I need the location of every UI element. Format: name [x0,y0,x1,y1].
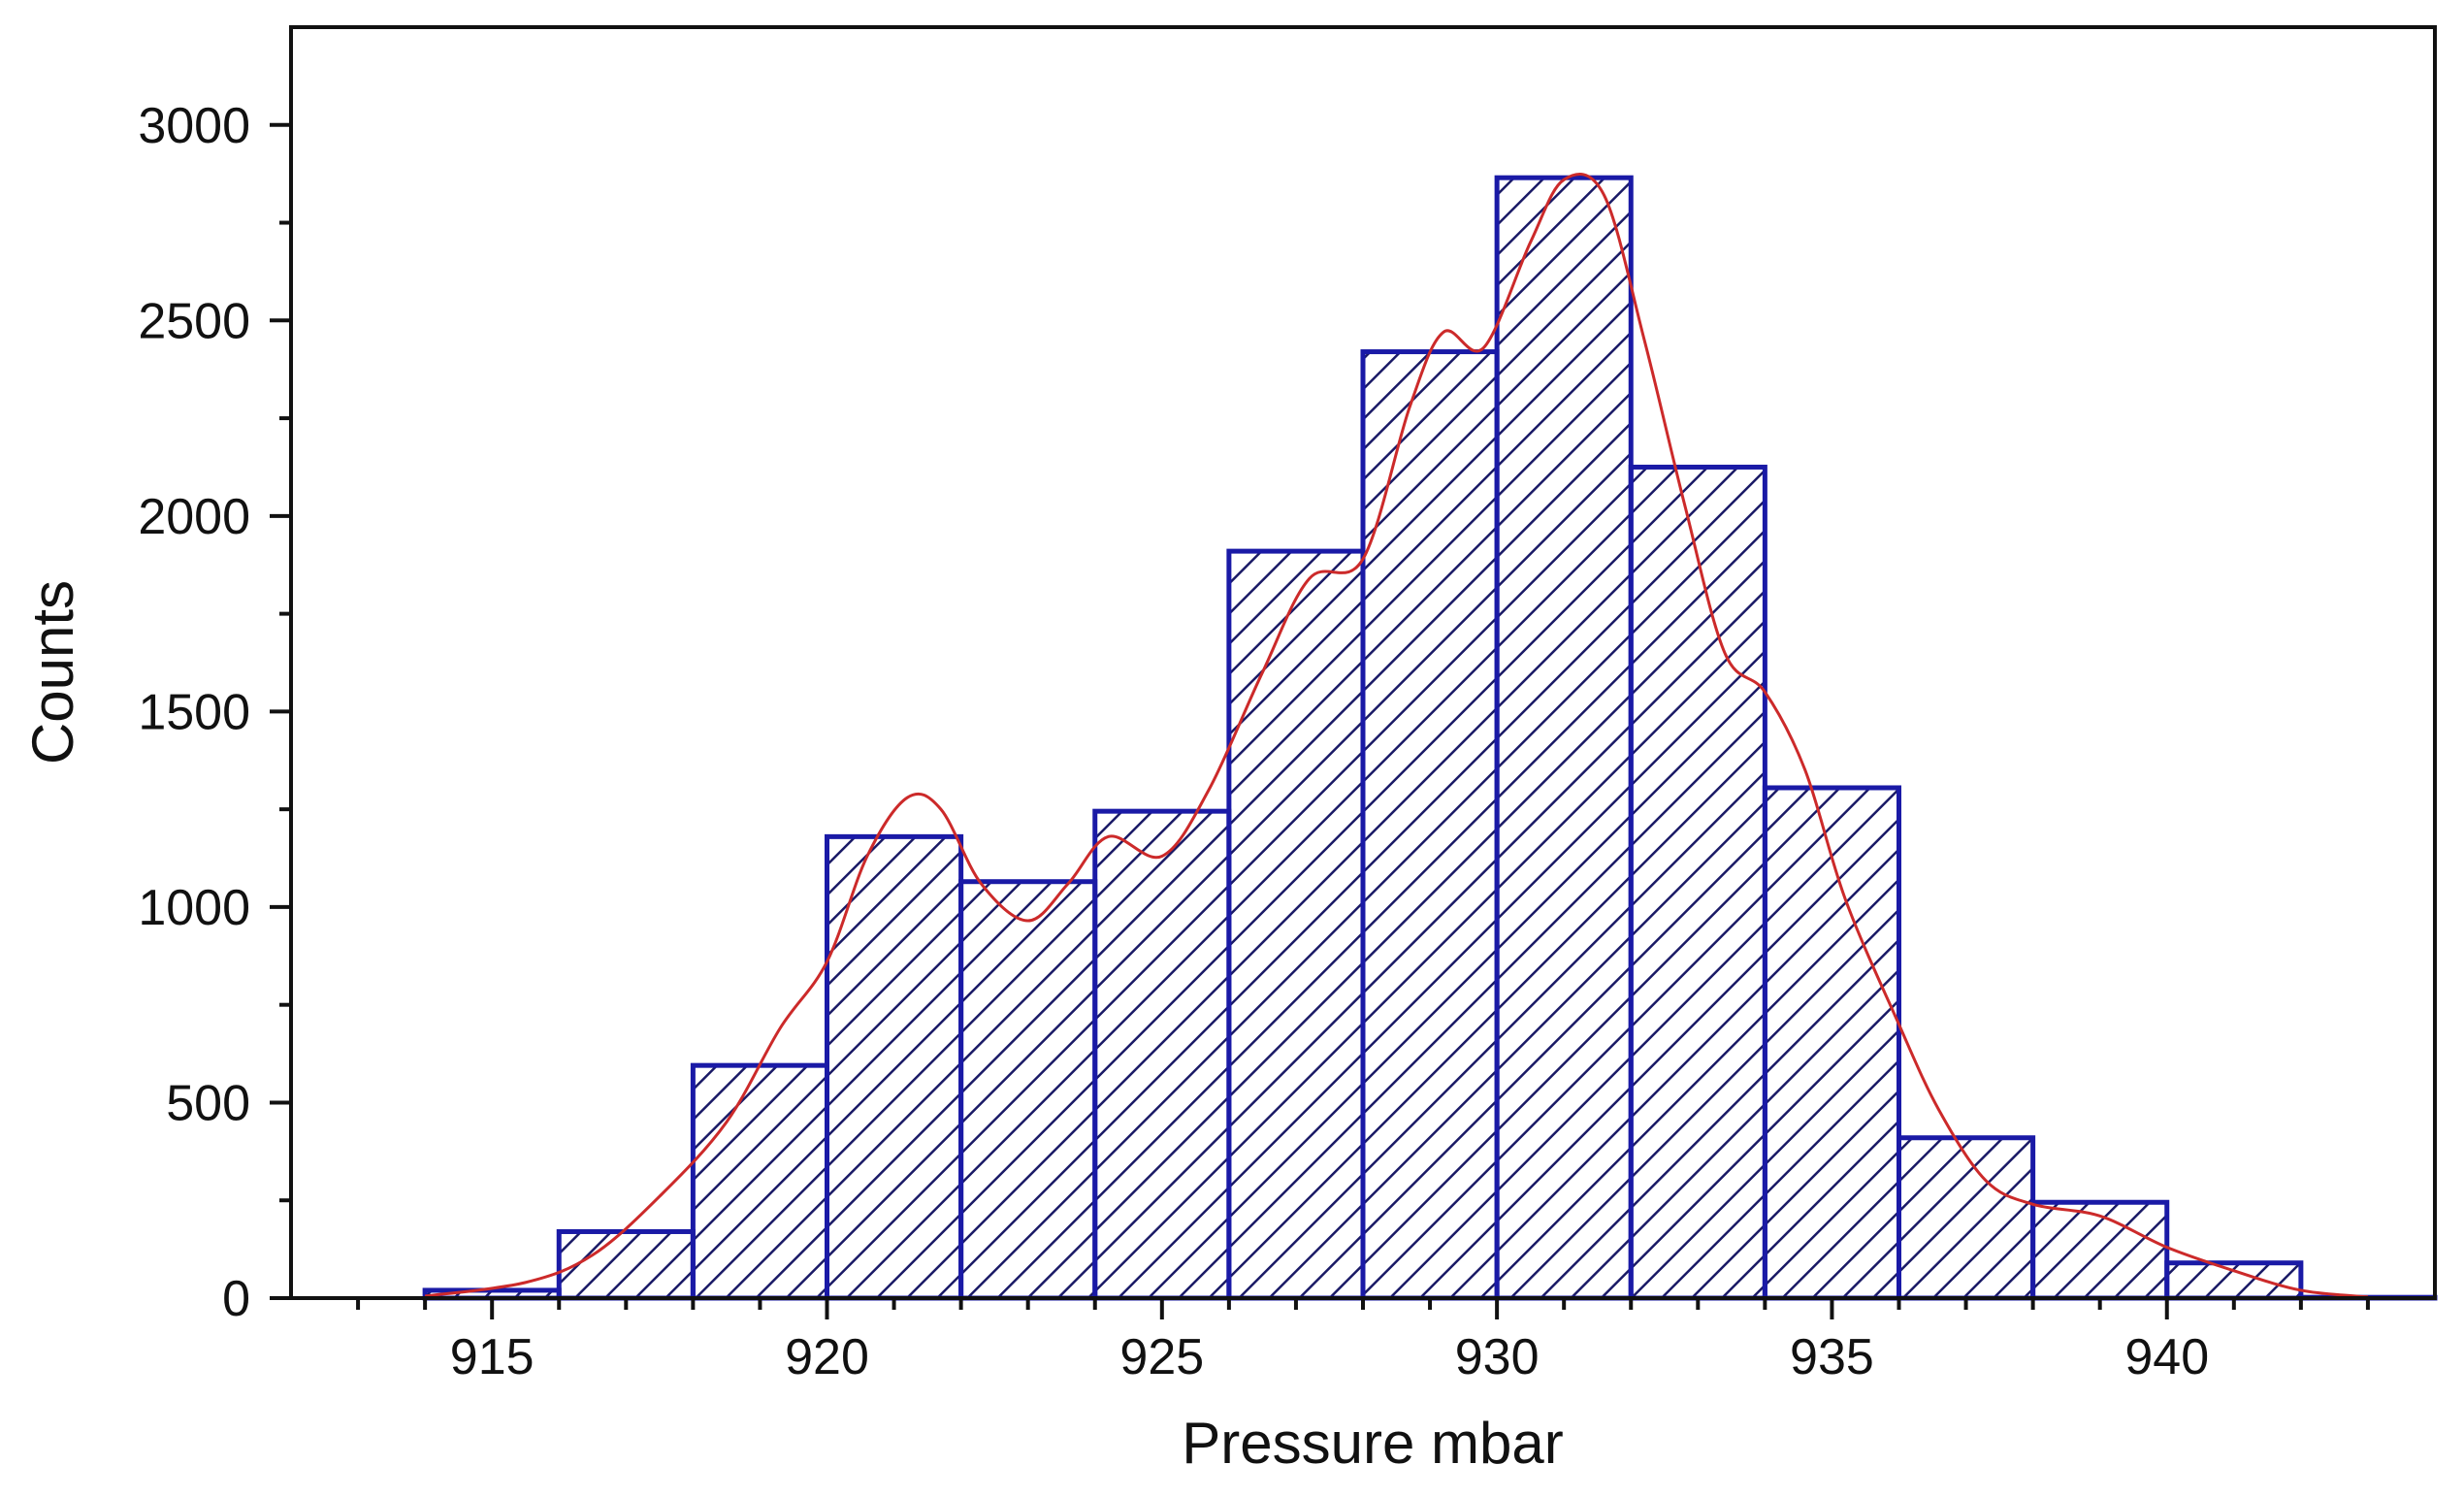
histogram-bar [1897,1135,2036,1301]
y-axis-title: Counts [20,580,85,765]
histogram-bar [1092,808,1232,1301]
histogram-bar [1226,548,1366,1301]
y-tick-label: 0 [222,1271,250,1327]
histogram-bar [1360,349,1500,1301]
x-tick-label: 935 [1790,1329,1874,1385]
bars-layer [422,175,2438,1301]
y-tick-label: 1500 [138,684,250,740]
x-tick-label: 920 [785,1329,869,1385]
axis-ticks: 915 920 925 930 935 940 0 500 1000 1500 2000 2500 30… [138,98,2370,1385]
histogram-bar [958,879,1098,1301]
histogram-bar [556,1228,696,1301]
histogram-bar [690,1062,829,1301]
x-tick-label: 930 [1455,1329,1540,1385]
histogram-bar [1762,785,1901,1301]
x-axis-title: Pressure mbar [1182,1411,1563,1476]
x-tick-label: 940 [2124,1329,2209,1385]
y-tick-label: 3000 [138,98,250,154]
x-tick-label: 915 [450,1329,535,1385]
y-tick-label: 2000 [138,489,250,545]
x-tick-label: 925 [1119,1329,1204,1385]
y-tick-label: 1000 [138,880,250,936]
histogram-bar [1494,175,1634,1301]
fit-curve [424,173,2369,1299]
histogram-bar [1628,464,1767,1301]
y-tick-label: 2500 [138,293,250,349]
y-tick-label: 500 [166,1075,250,1131]
histogram-bar [2164,1260,2304,1301]
